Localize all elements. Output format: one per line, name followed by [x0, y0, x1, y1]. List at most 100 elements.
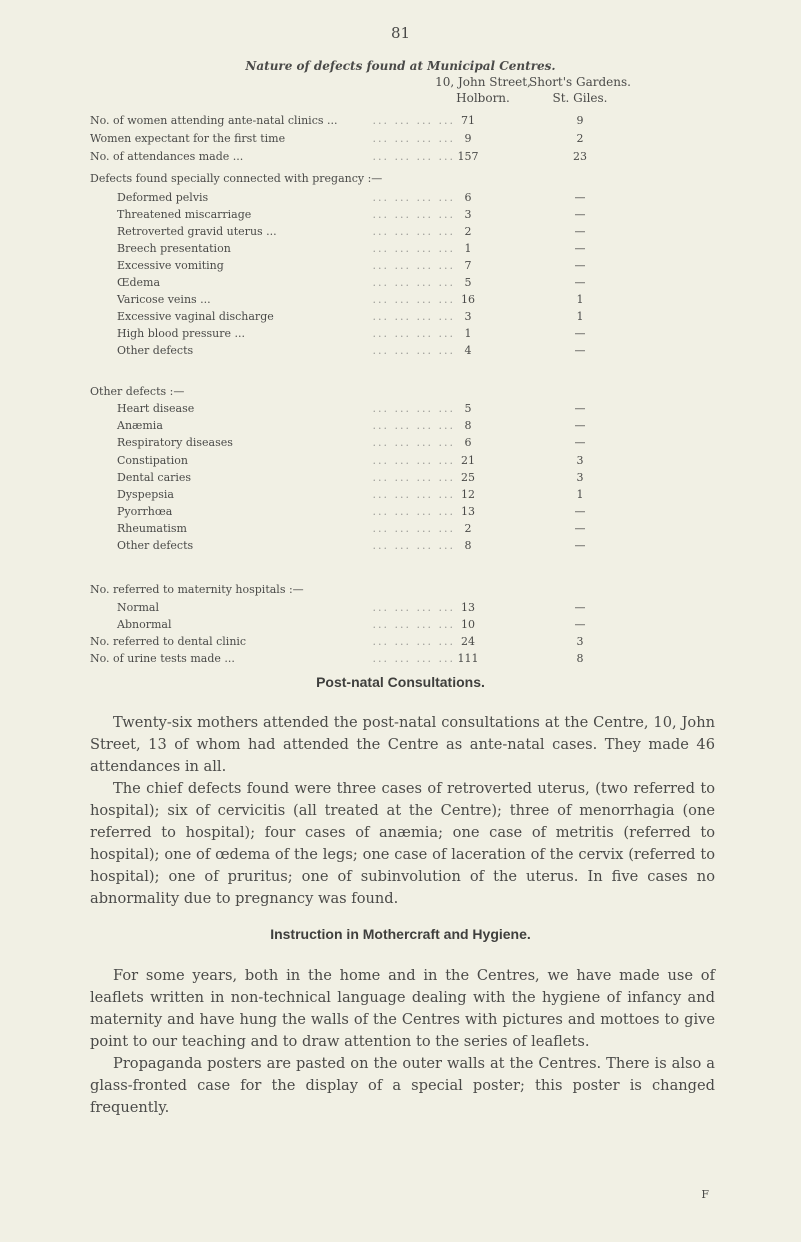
- table-row: ... ... ... ... Varicose veins ... 16 1: [90, 291, 650, 308]
- table-row: ... ... ... ... Œdema 5 —: [90, 274, 650, 291]
- value-shorts-gardens: —: [574, 242, 586, 255]
- row-label: Rheumatism: [117, 520, 191, 537]
- column-header-john-street: 10, John Street, Holborn.: [428, 74, 538, 106]
- value-shorts-gardens: —: [574, 522, 586, 535]
- table-row: ... ... ... ... No. of women attending an…: [90, 112, 650, 129]
- paragraph: Twenty-six mothers attended the post-nat…: [90, 714, 715, 775]
- row-label: Other defects :—: [90, 383, 189, 400]
- leader-dots: ... ... ... ...: [372, 505, 455, 518]
- value-shorts-gardens: —: [574, 344, 586, 357]
- row-label: No. of women attending ante-natal clinic…: [90, 112, 342, 129]
- table-row: ... ... ... ... Retroverted gravid uterus…: [90, 223, 650, 240]
- table-row: ... ... ... ... Dental caries 25 3: [90, 469, 650, 486]
- paragraph: For some years, both in the home and in …: [90, 967, 715, 1050]
- value-shorts-gardens: —: [574, 505, 586, 518]
- paragraph: Propaganda posters are pasted on the out…: [90, 1055, 715, 1116]
- value-john-street: 6: [464, 436, 472, 449]
- row-label: Excessive vaginal discharge: [117, 308, 278, 325]
- value-john-street: 1: [464, 327, 472, 340]
- table-row: Defects found specially connected with p…: [90, 170, 650, 187]
- signature-mark: F: [701, 1188, 709, 1201]
- value-shorts-gardens: —: [574, 327, 586, 340]
- table-row: ... ... ... ... Other defects 8 —: [90, 537, 650, 554]
- row-label: Retroverted gravid uterus ...: [117, 223, 281, 240]
- value-john-street: 5: [464, 402, 472, 415]
- value-john-street: 5: [464, 276, 472, 289]
- column-header-line: Holborn.: [456, 91, 510, 105]
- table-row: ... ... ... ... No. of urine tests made .…: [90, 650, 650, 667]
- table-row: ... ... ... ... No. of attendances made .…: [90, 148, 650, 165]
- value-john-street: 21: [461, 454, 475, 467]
- leader-dots: ... ... ... ...: [372, 402, 455, 415]
- table-row: ... ... ... ... Threatened miscarriage 3 —: [90, 206, 650, 223]
- row-label: No. referred to dental clinic: [90, 633, 251, 650]
- row-label: Heart disease: [117, 400, 199, 417]
- value-shorts-gardens: 1: [576, 293, 584, 306]
- table-row: ... ... ... ... Excessive vomiting 7 —: [90, 257, 650, 274]
- value-shorts-gardens: —: [574, 618, 586, 631]
- value-shorts-gardens: 1: [576, 310, 584, 323]
- row-label: No. referred to maternity hospitals :—: [90, 581, 308, 598]
- table-row: ... ... ... ... Respiratory diseases 6 —: [90, 434, 650, 451]
- value-john-street: 6: [464, 191, 472, 204]
- value-shorts-gardens: —: [574, 601, 586, 614]
- value-shorts-gardens: 3: [576, 635, 584, 648]
- section-heading-postnatal: Post-natal Consultations.: [316, 674, 485, 690]
- table-row: ... ... ... ... Heart disease 5 —: [90, 400, 650, 417]
- value-shorts-gardens: —: [574, 419, 586, 432]
- leader-dots: ... ... ... ...: [372, 225, 455, 238]
- table-row: ... ... ... ... Dyspepsia 12 1: [90, 486, 650, 503]
- table-row: ... ... ... ... Deformed pelvis 6 —: [90, 189, 650, 206]
- leader-dots: ... ... ... ...: [372, 471, 455, 484]
- leader-dots: ... ... ... ...: [372, 539, 455, 552]
- table-row: ... ... ... ... Anæmia 8 —: [90, 417, 650, 434]
- table-row: Other defects :—: [90, 383, 650, 400]
- leader-dots: ... ... ... ...: [372, 208, 455, 221]
- table-row: ... ... ... ... No. referred to dental cl…: [90, 633, 650, 650]
- table-row: No. referred to maternity hospitals :—: [90, 581, 650, 598]
- leader-dots: ... ... ... ...: [372, 635, 455, 648]
- value-shorts-gardens: 1: [576, 488, 584, 501]
- value-shorts-gardens: 3: [576, 471, 584, 484]
- row-label: Abnormal: [117, 616, 176, 633]
- value-john-street: 111: [457, 652, 479, 665]
- row-label: Pyorrhœa: [117, 503, 177, 520]
- value-john-street: 24: [461, 635, 475, 648]
- row-label: Other defects: [117, 537, 198, 554]
- leader-dots: ... ... ... ...: [372, 488, 455, 501]
- paragraph: The chief defects found were three cases…: [90, 780, 715, 907]
- value-shorts-gardens: 9: [576, 114, 584, 127]
- page-number: 81: [390, 24, 411, 42]
- column-header-line: St. Giles.: [552, 91, 608, 105]
- value-john-street: 9: [464, 132, 472, 145]
- value-shorts-gardens: 2: [576, 132, 584, 145]
- value-john-street: 1: [464, 242, 472, 255]
- value-john-street: 3: [464, 310, 472, 323]
- row-label: No. of urine tests made ...: [90, 650, 239, 667]
- value-shorts-gardens: —: [574, 539, 586, 552]
- value-john-street: 16: [461, 293, 475, 306]
- table-row: ... ... ... ... Normal 13 —: [90, 599, 650, 616]
- value-john-street: 157: [457, 150, 479, 163]
- value-john-street: 13: [461, 601, 475, 614]
- leader-dots: ... ... ... ...: [372, 242, 455, 255]
- column-header-line: 10, John Street,: [435, 75, 531, 89]
- value-shorts-gardens: —: [574, 225, 586, 238]
- row-label: Excessive vomiting: [117, 257, 228, 274]
- leader-dots: ... ... ... ...: [372, 419, 455, 432]
- value-shorts-gardens: 8: [576, 652, 584, 665]
- section-heading-mothercraft: Instruction in Mothercraft and Hygiene.: [270, 926, 531, 942]
- value-john-street: 8: [464, 419, 472, 432]
- column-header-line: Short's Gardens.: [529, 75, 631, 89]
- row-label: Respiratory diseases: [117, 434, 237, 451]
- table-row: ... ... ... ... Abnormal 10 —: [90, 616, 650, 633]
- leader-dots: ... ... ... ...: [372, 436, 455, 449]
- table-row: ... ... ... ... Pyorrhœa 13 —: [90, 503, 650, 520]
- value-john-street: 3: [464, 208, 472, 221]
- value-shorts-gardens: —: [574, 259, 586, 272]
- row-label: Women expectant for the first time: [90, 130, 290, 147]
- value-john-street: 2: [464, 225, 472, 238]
- row-label: Dental caries: [117, 469, 196, 486]
- row-label: Breech presentation: [117, 240, 235, 257]
